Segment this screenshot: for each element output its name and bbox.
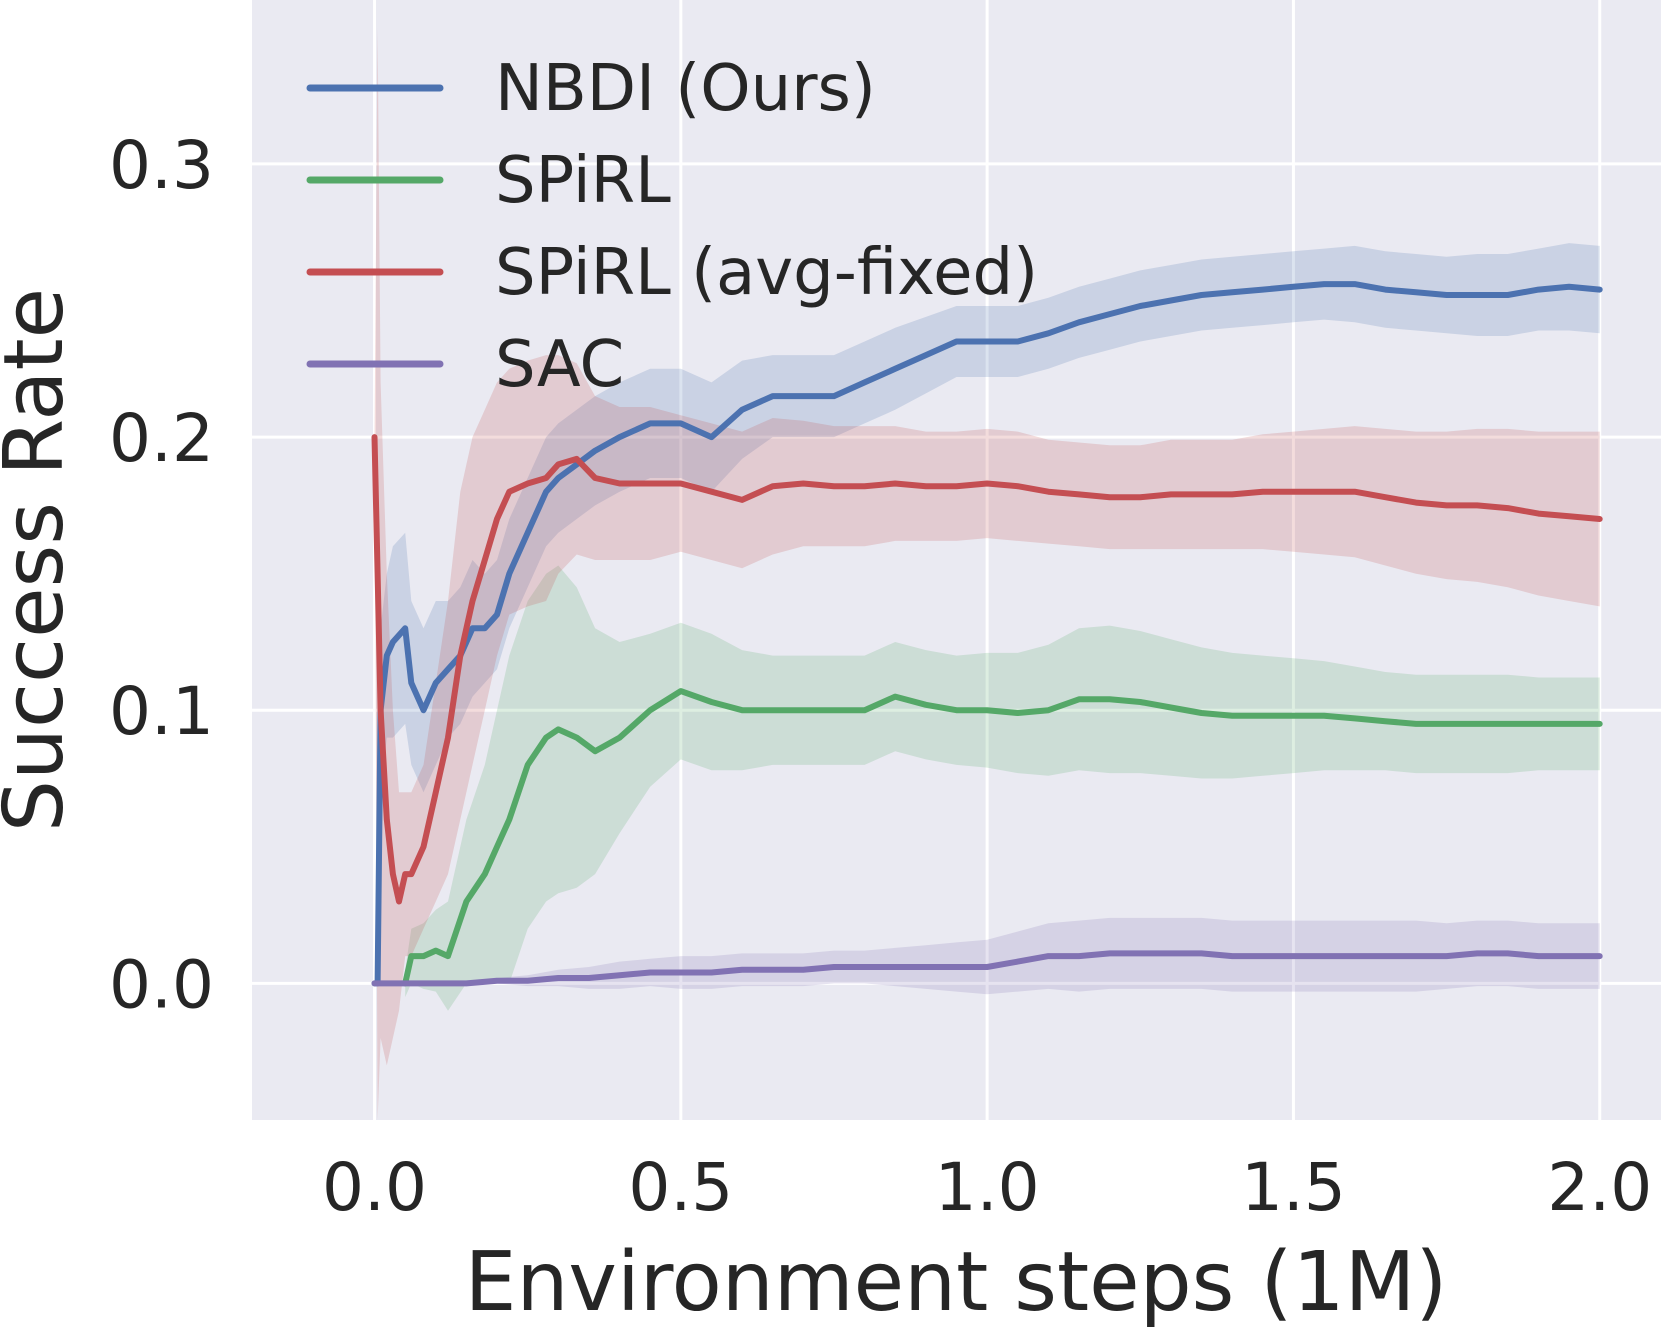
legend-label: NBDI (Ours) xyxy=(495,52,876,126)
band-series-0 xyxy=(374,243,1600,984)
x-tick-label: 2.0 xyxy=(1547,1149,1652,1226)
legend-label: SAC xyxy=(495,328,624,402)
x-tick-label: 1.0 xyxy=(935,1149,1040,1226)
line-series-2 xyxy=(371,434,1603,905)
x-axis-label: Environment steps (1M) xyxy=(465,1235,1448,1328)
grid-lines xyxy=(252,0,1661,1120)
y-tick-label: 0.3 xyxy=(109,127,214,204)
x-tick-label: 0.5 xyxy=(628,1149,733,1226)
legend-label: SPiRL (avg-fixed) xyxy=(495,236,1038,310)
legend-label: SPiRL xyxy=(495,144,671,218)
y-tick-label: 0.1 xyxy=(109,673,214,750)
legend: NBDI (Ours) SPiRL SPiRL (avg-fixed) SAC xyxy=(306,52,1038,402)
y-tick-label: 0.2 xyxy=(109,400,214,477)
y-axis-label: Success Rate xyxy=(0,288,82,832)
line-series-3 xyxy=(371,950,1603,987)
y-tick-label: 0.0 xyxy=(109,946,214,1023)
x-tick-labels: 0.0 0.5 1.0 1.5 2.0 xyxy=(322,1149,1652,1226)
x-tick-label: 1.5 xyxy=(1241,1149,1346,1226)
x-tick-label: 0.0 xyxy=(322,1149,427,1226)
line-series-1 xyxy=(402,688,1603,987)
series-lines xyxy=(371,281,1603,987)
y-tick-labels: 0.0 0.1 0.2 0.3 xyxy=(109,127,214,1024)
line-series-0 xyxy=(371,281,1603,987)
band-series-1 xyxy=(405,565,1600,1011)
